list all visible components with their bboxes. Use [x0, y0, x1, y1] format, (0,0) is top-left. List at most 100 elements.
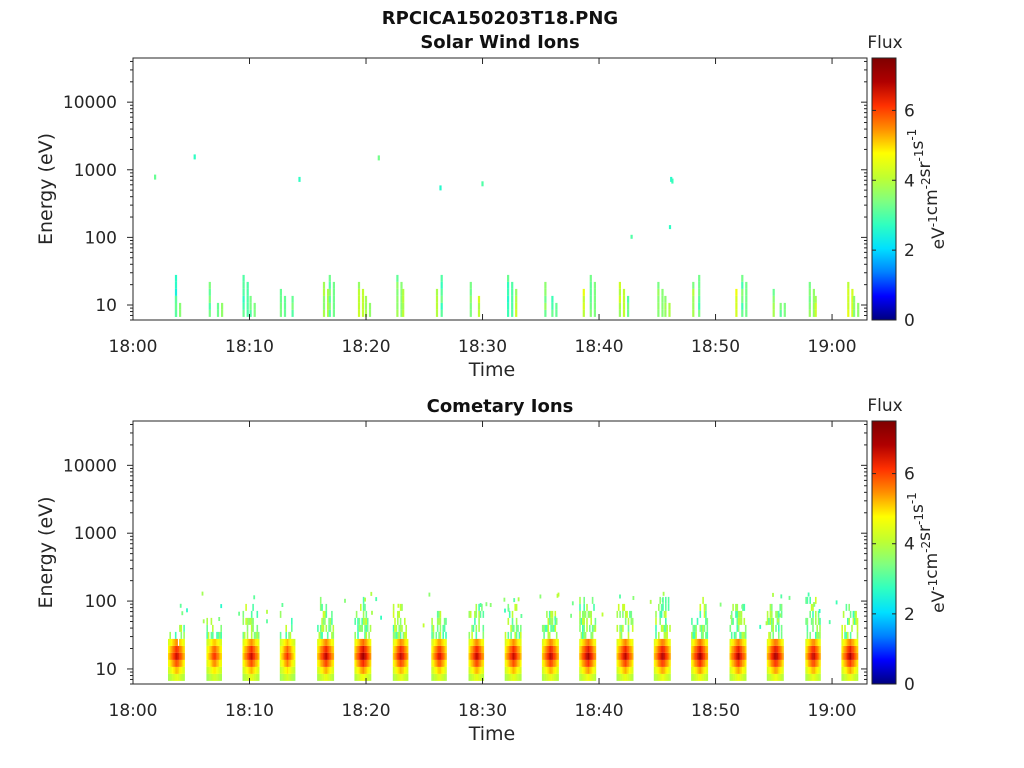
heatmap-cell	[667, 596, 670, 604]
heatmap-cell	[468, 652, 471, 660]
heatmap-cell	[435, 302, 439, 310]
heatmap-cell	[180, 666, 183, 674]
heatmap-cell	[555, 645, 558, 653]
heatmap-cell	[170, 638, 173, 646]
heatmap-cell	[249, 652, 252, 660]
heatmap-cell	[326, 645, 329, 653]
heatmap-cell	[168, 659, 170, 667]
heatmap-cell	[744, 638, 747, 646]
heatmap-cell	[317, 645, 319, 653]
heatmap-cell	[400, 302, 403, 310]
heatmap-cell	[399, 631, 402, 639]
heatmap-cell	[842, 673, 845, 681]
heatmap-cell	[325, 659, 328, 667]
heatmap-cell	[445, 666, 447, 674]
heatmap-cell	[181, 659, 184, 667]
heatmap-cell	[546, 610, 548, 618]
heatmap-cell	[544, 295, 547, 303]
heatmap-cell	[220, 659, 222, 667]
heatmap-cell	[590, 610, 592, 618]
heatmap-cell	[627, 673, 630, 681]
heatmap-cell	[849, 638, 852, 646]
heatmap-cell	[209, 673, 211, 681]
heatmap-cell	[579, 666, 581, 674]
heatmap-cell	[706, 638, 709, 646]
heatmap-cell	[331, 617, 333, 625]
heatmap-cell	[246, 288, 249, 296]
heatmap-cell	[173, 645, 176, 653]
heatmap-cell	[284, 666, 286, 674]
heatmap-cell	[780, 603, 783, 611]
heatmap-cell	[515, 295, 518, 303]
heatmap-cell	[220, 624, 222, 632]
heatmap-cell	[620, 624, 623, 632]
heatmap-cell	[627, 638, 630, 646]
heatmap-cell	[482, 652, 485, 660]
heatmap-cell	[706, 666, 709, 674]
colorbar-tick-label: 0	[904, 311, 915, 331]
heatmap-cell	[392, 659, 395, 667]
heatmap-cell	[772, 302, 775, 310]
heatmap-cell	[482, 631, 485, 639]
heatmap-cell	[622, 288, 626, 296]
heatmap-cell	[406, 645, 409, 653]
x-tick-label: 18:20	[342, 337, 391, 357]
heatmap-cell	[815, 610, 817, 618]
heatmap-cell	[214, 638, 217, 646]
heatmap-cell	[543, 638, 545, 646]
heatmap-cell	[816, 638, 818, 646]
heatmap-cell	[242, 302, 245, 310]
heatmap-cell	[293, 652, 296, 660]
heatmap-cell	[806, 652, 809, 660]
heatmap-cell	[739, 610, 741, 618]
heatmap-cell	[779, 613, 782, 618]
heatmap-cell	[281, 638, 283, 646]
heatmap-cell	[207, 652, 210, 660]
heatmap-cell	[181, 611, 184, 616]
heatmap-cell	[744, 666, 747, 674]
heatmap-cell	[847, 302, 850, 310]
heatmap-cell	[478, 666, 480, 674]
heatmap-cell	[653, 652, 656, 660]
heatmap-cell	[174, 288, 178, 296]
heatmap-cell	[695, 638, 697, 646]
heatmap-cell	[783, 302, 786, 310]
heatmap-cell	[513, 638, 515, 646]
heatmap-cell	[517, 645, 519, 653]
heatmap-cell	[432, 673, 435, 681]
heatmap-cell	[328, 673, 330, 681]
heatmap-cell	[691, 666, 693, 674]
heatmap-cell	[660, 624, 663, 632]
heatmap-cell	[742, 645, 744, 653]
heatmap-cell	[216, 652, 218, 660]
heatmap-cell	[288, 638, 290, 646]
heatmap-cell	[841, 666, 843, 674]
heatmap-cell	[742, 673, 744, 681]
heatmap-cell	[812, 610, 814, 618]
heatmap-cell	[663, 638, 666, 646]
heatmap-cell	[778, 624, 780, 632]
heatmap-cell	[507, 652, 510, 660]
heatmap-cell	[586, 617, 588, 625]
heatmap-cell	[543, 659, 545, 667]
heatmap-cell	[619, 594, 621, 599]
heatmap-cell	[401, 603, 403, 611]
heatmap-cell	[208, 281, 211, 289]
heatmap-cell	[590, 673, 592, 681]
heatmap-cell	[183, 631, 185, 639]
heatmap-cell	[630, 652, 633, 660]
heatmap-cell	[653, 645, 656, 653]
heatmap-cell	[405, 638, 407, 646]
heatmap-cell	[655, 666, 657, 674]
heatmap-cell	[692, 281, 695, 289]
heatmap-cell	[281, 603, 284, 607]
heatmap-cell	[666, 631, 668, 639]
heatmap-cell	[322, 666, 325, 674]
heatmap-cell	[331, 652, 333, 660]
heatmap-cell	[812, 302, 815, 310]
heatmap-cell	[478, 673, 480, 681]
heatmap-cell	[438, 617, 440, 625]
heatmap-cell	[283, 302, 287, 310]
heatmap-cell	[699, 645, 702, 653]
heatmap-cell	[661, 598, 664, 602]
